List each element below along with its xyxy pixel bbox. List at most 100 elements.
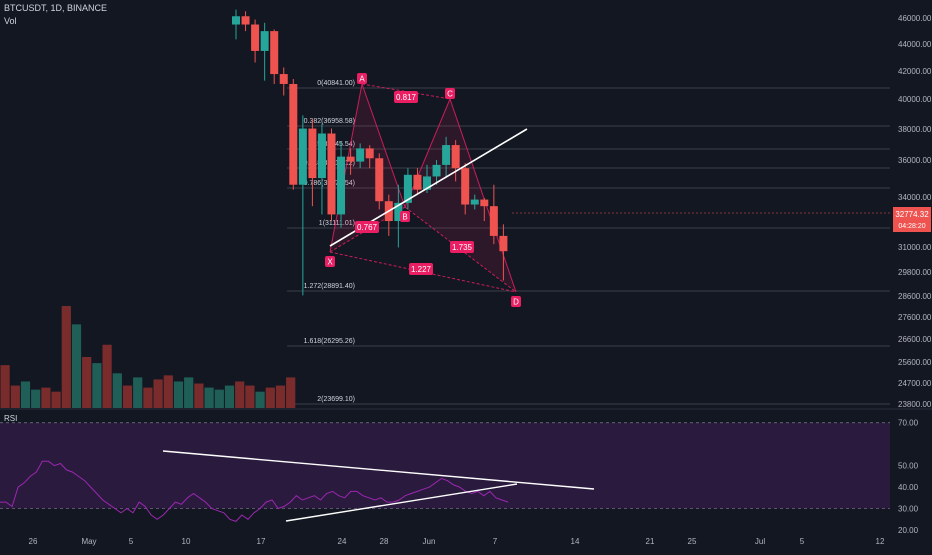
price-tick-label: 42000.00 (898, 67, 932, 76)
volume-label: Vol (4, 16, 17, 26)
pattern-line (361, 83, 406, 208)
pattern-point-label: B (402, 213, 407, 222)
candle-body (251, 24, 260, 51)
price-tick-label: 36000.00 (898, 156, 932, 165)
candle-body (232, 16, 240, 25)
volume-bar (194, 383, 204, 408)
volume-bar (214, 389, 224, 408)
pattern-bcd-fill (405, 99, 516, 292)
symbol-title: BTCUSDT, 1D, BINANCE (4, 3, 108, 13)
time-axis-label: 10 (182, 537, 191, 546)
volume-bar (122, 385, 133, 408)
time-axis-label: Jun (423, 537, 436, 546)
fib-level-label: 2(23699.10) (317, 396, 355, 403)
time-axis-label: 26 (29, 537, 38, 546)
ratio-badge (355, 221, 379, 233)
candle-body (337, 156, 346, 215)
time-axis-label: 21 (646, 537, 655, 546)
ratio-label: 1.735 (452, 243, 473, 252)
ratio-label: 0.817 (396, 93, 417, 102)
rsi-tick-label: 30.00 (898, 505, 919, 514)
candle-body (432, 164, 441, 177)
rsi-tick-label: 50.00 (898, 462, 919, 471)
countdown-value: 04:28:20 (898, 223, 925, 230)
candle-body (346, 156, 355, 162)
volume-bar (112, 373, 122, 408)
volume-bar (255, 391, 265, 408)
time-axis-label: May (81, 537, 96, 546)
price-tick-label: 40000.00 (898, 95, 932, 104)
time-axis-label: 5 (129, 537, 134, 546)
candle-body (241, 16, 250, 25)
candle-body (270, 31, 279, 75)
rsi-tick-label: 40.00 (898, 483, 919, 492)
candle-body (499, 235, 508, 252)
price-tick-label: 46000.00 (898, 14, 932, 23)
candle-body (403, 174, 412, 203)
time-axis-label: 5 (800, 537, 805, 546)
volume-bar (286, 377, 296, 408)
volume-bar (265, 387, 275, 408)
candle-body (442, 145, 451, 165)
price-tick-label: 25600.00 (898, 358, 932, 367)
candle-body (289, 83, 298, 185)
price-tick-label: 38000.00 (898, 125, 932, 134)
time-axis-label: Jul (755, 537, 765, 546)
ratio-badge (394, 91, 418, 103)
volume-bar (31, 389, 41, 408)
volume-bar (0, 365, 10, 408)
volume-bar (235, 381, 245, 408)
rsi-tick-label: 20.00 (898, 526, 919, 535)
candle-body (413, 174, 422, 190)
volume-bar (204, 387, 214, 408)
pattern-point-marker (325, 256, 335, 267)
candle-body (279, 74, 288, 84)
candle-body (470, 199, 479, 205)
current-price-value: 32774.32 (895, 210, 929, 219)
volume-bar (245, 385, 255, 408)
candle-body (260, 31, 269, 51)
fib-level-label: 1(31111.01) (319, 220, 355, 227)
volume-bar (173, 381, 184, 408)
rsi-tick-label: 70.00 (898, 419, 919, 428)
volume-bar (10, 385, 20, 408)
pattern-point-label: X (327, 258, 333, 267)
pattern-point-marker (357, 73, 367, 84)
price-tick-label: 24700.00 (898, 379, 932, 388)
candle-body (375, 158, 384, 202)
volume-bar (41, 387, 51, 408)
rsi-line (0, 460, 509, 522)
volume-bar (61, 306, 71, 408)
rsi-band (0, 422, 890, 509)
price-tick-label: 23800.00 (898, 400, 932, 409)
pattern-point-label: C (447, 90, 453, 99)
ratio-badge (450, 241, 474, 253)
fib-level-label: 0.382(36958.58) (304, 118, 355, 125)
time-axis-label: 7 (493, 537, 498, 546)
pattern-point-label: A (359, 75, 365, 84)
price-tick-label: 26600.00 (898, 335, 932, 344)
price-tick-label: 29800.00 (898, 268, 932, 277)
current-price-badge (893, 207, 931, 232)
pattern-line (329, 83, 363, 253)
ratio-label: 0.767 (357, 223, 378, 232)
fib-level-label: 1.618(26295.26) (304, 338, 355, 345)
candle-body (317, 133, 326, 179)
volume-bar (133, 377, 143, 408)
price-tick-label: 31000.00 (898, 243, 932, 252)
pattern-point-marker (400, 211, 410, 222)
volume-bar (102, 344, 112, 408)
time-axis-label: 28 (380, 537, 389, 546)
ratio-badge (409, 263, 433, 275)
pattern-line (404, 206, 517, 293)
candle-body (298, 128, 307, 185)
candle-body (423, 176, 431, 190)
candle-body (356, 148, 365, 162)
pattern-line (449, 98, 517, 293)
price-tick-label: 44000.00 (898, 40, 932, 49)
candle-body (327, 133, 336, 215)
candle-body (365, 148, 374, 159)
volume-bar (153, 379, 163, 408)
